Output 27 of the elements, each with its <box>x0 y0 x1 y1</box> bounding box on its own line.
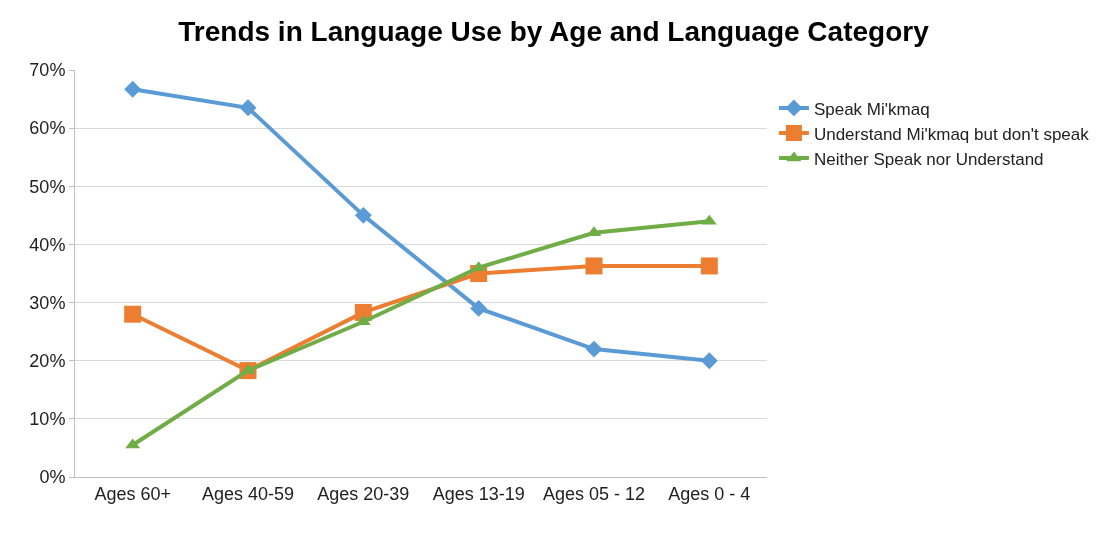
x-tick-label: Ages 20-39 <box>317 483 410 504</box>
point <box>239 99 257 117</box>
point <box>585 257 603 275</box>
point <box>124 80 142 98</box>
y-tick-label: 60% <box>29 118 66 139</box>
x-tick-label: Ages 13-19 <box>432 483 525 504</box>
legend-label: Understand Mi'kmaq but don't speak <box>813 124 1090 144</box>
y-tick-label: 40% <box>29 234 66 255</box>
x-tick-label: Ages 40-59 <box>201 483 295 504</box>
point <box>585 340 603 358</box>
point <box>700 257 718 275</box>
x-tick-label: Ages 0 - 4 <box>668 483 751 504</box>
chart-title: Trends in Language Use by Age and Language Category <box>178 16 930 48</box>
legend-label: Speak Mi'kmaq <box>813 99 930 119</box>
point <box>354 206 372 224</box>
y-tick-label: 10% <box>29 409 66 430</box>
point <box>700 352 718 370</box>
point <box>470 299 488 317</box>
y-tick-label: 0% <box>39 467 66 488</box>
x-tick-label: Ages 05 - 12 <box>542 483 646 504</box>
y-tick-label: 50% <box>29 176 66 197</box>
point <box>124 305 142 323</box>
x-tick-label: Ages 60+ <box>94 483 171 504</box>
y-tick-label: 30% <box>29 292 66 313</box>
y-tick-label: 70% <box>29 60 66 81</box>
legend-label: Neither Speak nor Understand <box>813 149 1044 169</box>
y-tick-label: 20% <box>29 351 66 372</box>
